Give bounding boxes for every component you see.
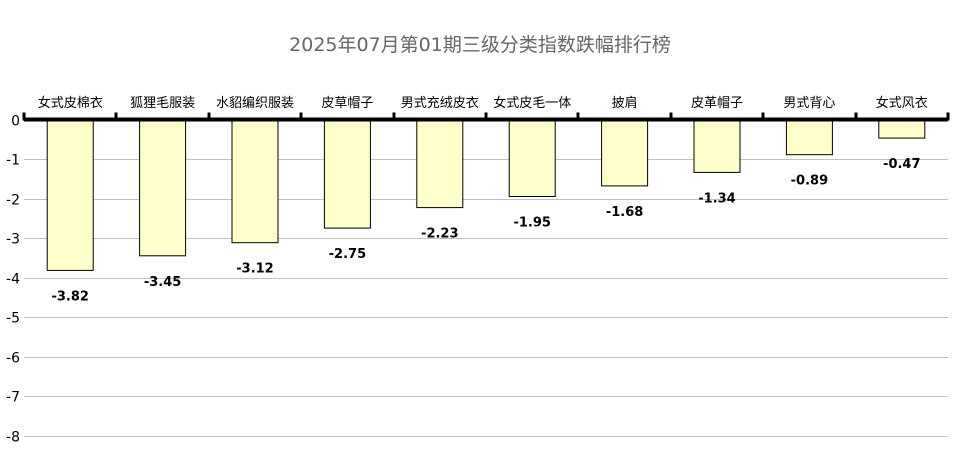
data-label: -1.95 [513,216,550,231]
y-tick-label: -1 [6,153,20,169]
y-tick-label: 0 [11,114,20,130]
category-label: 狐狸毛服装 [130,96,195,111]
data-label: -1.34 [698,191,735,206]
y-tick-label: -3 [6,232,20,248]
category-label: 男式充绒皮衣 [401,95,479,111]
data-label: -3.45 [144,275,181,290]
y-tick-label: -6 [6,351,20,367]
category-label: 皮革帽子 [691,95,743,111]
category-label: 水貂编织服装 [216,96,294,111]
bar [508,119,556,197]
category-label: 男式背心 [783,96,835,111]
y-tick-label: -5 [6,311,20,327]
y-tick-label: -8 [6,430,20,446]
data-label: -1.68 [606,205,643,220]
bar [693,119,741,173]
bar [323,119,371,229]
data-label: -2.75 [329,247,366,262]
bar [601,119,649,187]
bar [416,119,464,209]
data-label: -3.82 [51,289,88,304]
data-label: -3.12 [236,262,273,277]
bar [46,119,94,271]
category-label: 女式皮棉衣 [38,95,103,111]
data-label: -0.89 [791,174,828,189]
y-tick-label: -7 [6,390,20,406]
category-label: 女式皮毛一体 [493,95,571,111]
category-label: 女式风衣 [876,95,928,111]
data-label: -2.23 [421,227,458,242]
bar [231,119,279,244]
labels: 0 -1 -2 -3 -4 -5 -6 -7 -8 女式皮棉衣 -3.82 狐狸毛服装 -3.45 水貂编… [6,95,928,446]
y-tick-label: -4 [6,272,20,288]
category-label: 皮草帽子 [321,95,373,111]
category-label: 披肩 [612,95,638,111]
bar [139,119,187,257]
data-label: -0.47 [883,157,920,172]
x-axis [22,112,950,122]
bar [785,119,833,156]
y-tick-label: -2 [6,193,20,209]
bar [878,119,926,139]
chart-title: 2025年07月第01期三级分类指数跌幅排行榜 [289,34,671,56]
bars [46,119,926,271]
